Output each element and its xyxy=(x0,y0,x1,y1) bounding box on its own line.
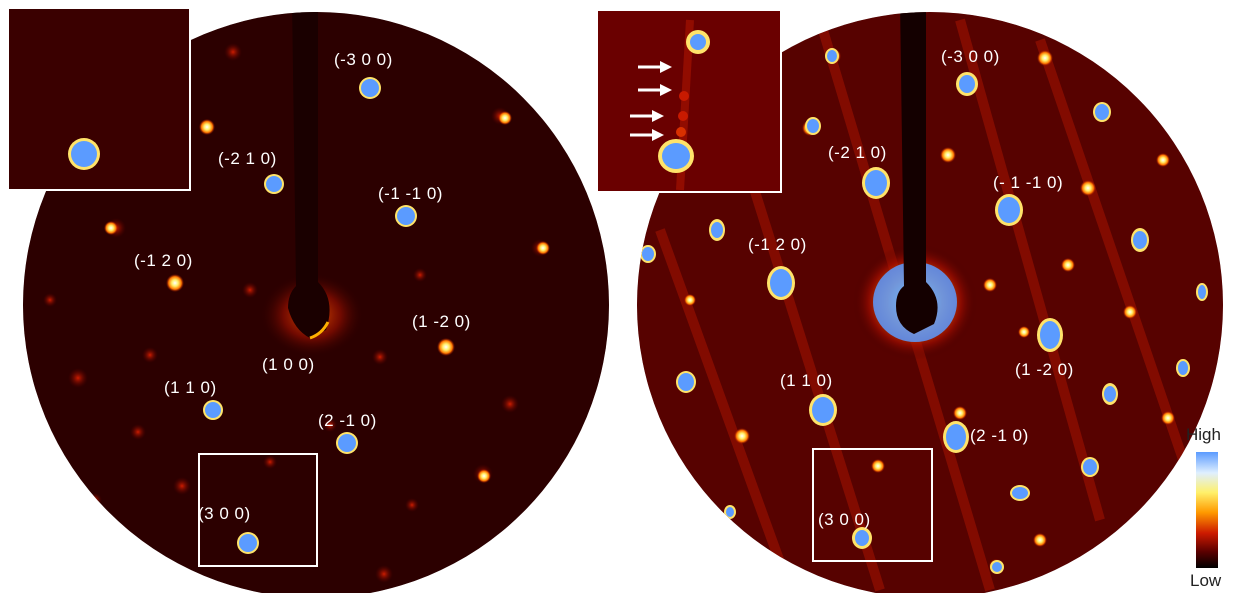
colorbar xyxy=(1196,452,1218,568)
right-label-m1m10: (- 1 -1 0) xyxy=(993,173,1064,192)
left-inset xyxy=(7,7,191,191)
left-selection-box xyxy=(198,453,318,567)
left-label-300: (3 0 0) xyxy=(198,504,251,523)
left-label-100: (1 0 0) xyxy=(262,355,315,374)
arrow-icon xyxy=(630,129,664,141)
right-bright-spots xyxy=(640,48,1208,574)
left-label-m210: (-2 1 0) xyxy=(218,149,277,168)
left-gun-shadow xyxy=(288,12,330,338)
left-leed-pattern xyxy=(7,7,609,593)
left-label-2m10: (2 -1 0) xyxy=(318,411,377,430)
arrow-icon xyxy=(638,84,672,96)
right-label-1m20: (1 -2 0) xyxy=(1015,360,1074,379)
right-label-m300: (-3 0 0) xyxy=(941,47,1000,66)
right-inset-arrows xyxy=(630,61,672,141)
left-label-110: (1 1 0) xyxy=(164,378,217,397)
right-selection-box xyxy=(812,448,933,562)
right-gun-shadow xyxy=(896,12,938,334)
left-bright-spots xyxy=(203,77,417,554)
left-label-m300: (-3 0 0) xyxy=(334,50,393,69)
right-inset xyxy=(596,9,782,193)
left-label-m1m10: (-1 -1 0) xyxy=(378,184,443,203)
left-label-m120: (-1 2 0) xyxy=(134,251,193,270)
right-streaks xyxy=(655,18,1195,592)
left-warm-spots xyxy=(104,111,550,483)
arrow-icon xyxy=(630,110,664,122)
right-label-2m10: (2 -1 0) xyxy=(970,426,1029,445)
right-leed-pattern xyxy=(596,9,1223,593)
right-label-m210: (-2 1 0) xyxy=(828,143,887,162)
right-label-300: (3 0 0) xyxy=(818,510,871,529)
colorbar-gradient xyxy=(1196,452,1218,568)
right-label-110: (1 1 0) xyxy=(780,371,833,390)
left-label-1m20: (1 -2 0) xyxy=(412,312,471,331)
arrow-icon xyxy=(638,61,672,73)
right-label-m120: (-1 2 0) xyxy=(748,235,807,254)
colorbar-high-label: High xyxy=(1186,425,1221,444)
colorbar-low-label: Low xyxy=(1190,571,1222,590)
